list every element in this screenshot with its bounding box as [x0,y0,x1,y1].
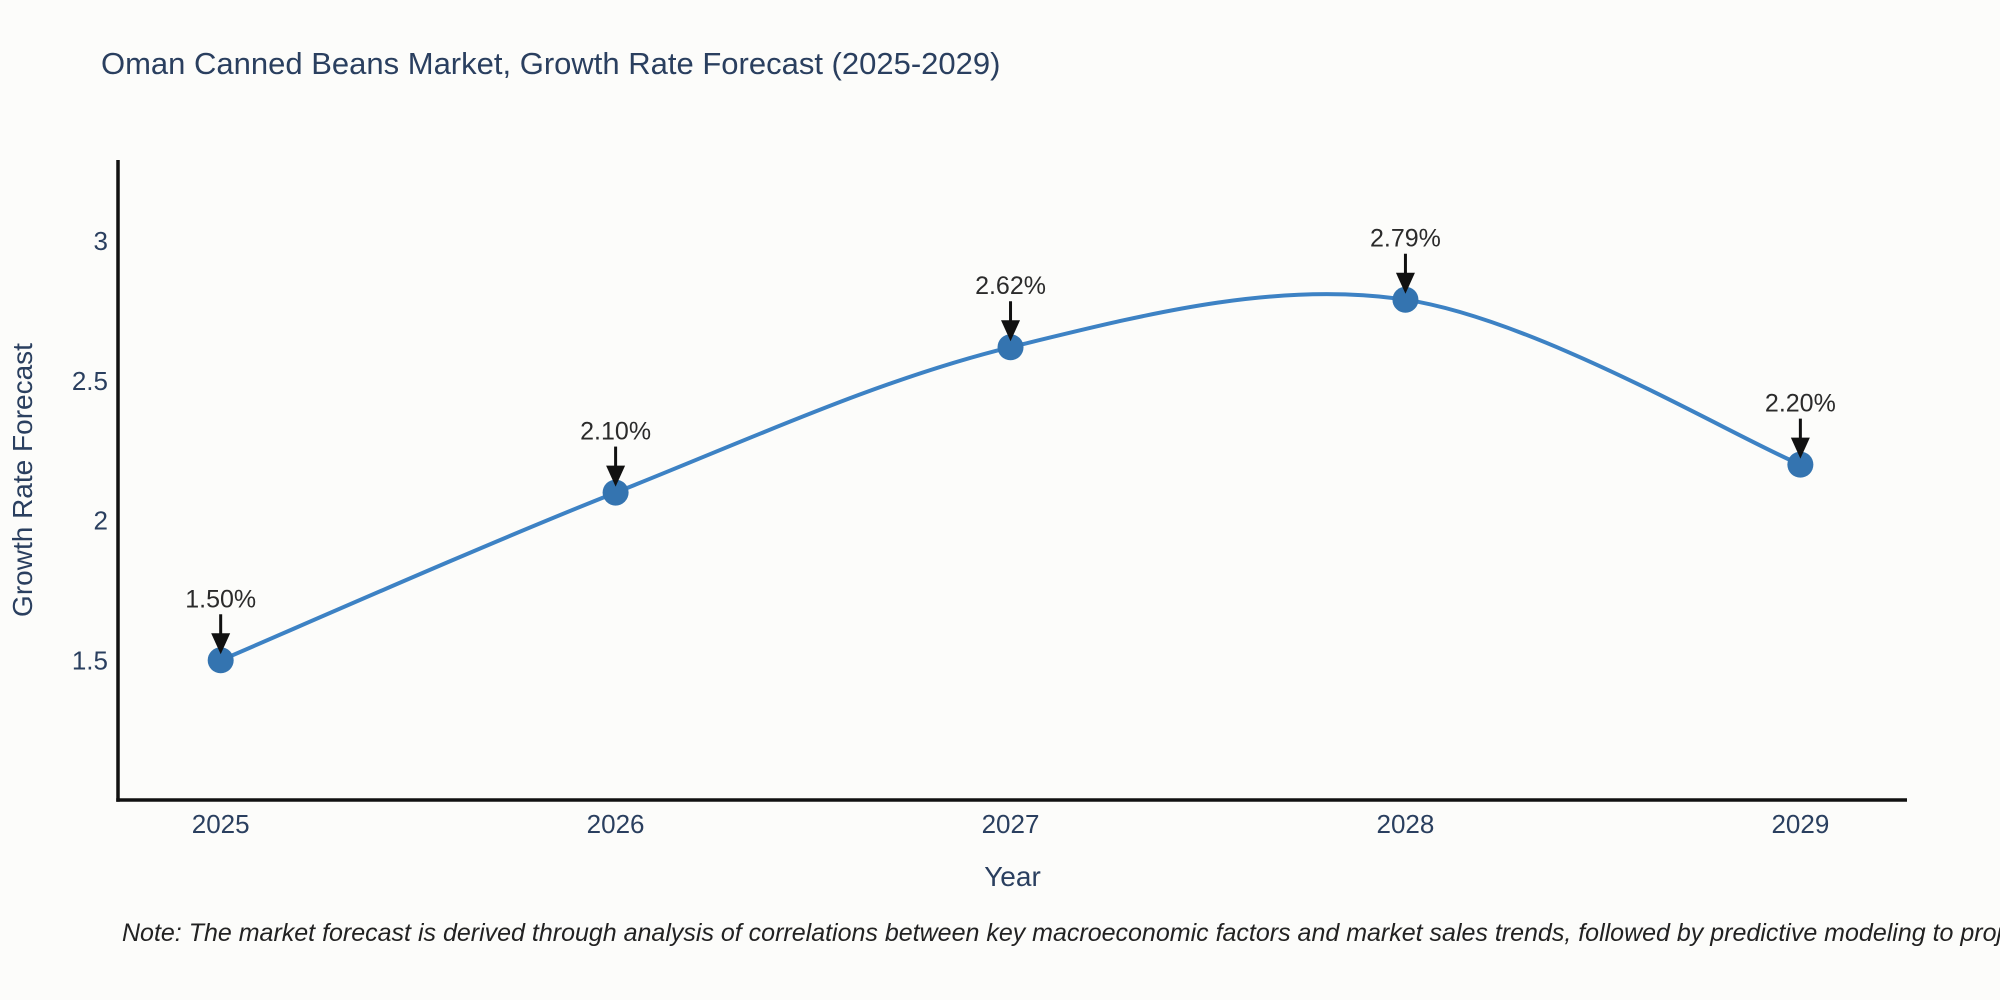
data-point-marker [207,647,234,674]
annotation-arrowhead-icon [1790,437,1810,459]
data-point-marker [1392,286,1419,313]
annotation-arrowhead-icon [606,465,626,487]
y-tick-label: 2.5 [72,366,108,396]
x-tick-label: 2025 [192,809,250,839]
data-point-marker [602,479,629,506]
x-tick-label: 2028 [1377,809,1435,839]
annotation-label: 2.20% [1765,390,1836,418]
x-tick-label: 2029 [1771,809,1829,839]
y-axis-title: Growth Rate Forecast [7,343,38,617]
y-tick-label: 2 [94,506,108,536]
footnote: Note: The market forecast is derived thr… [122,919,2000,947]
annotation-label: 2.62% [975,272,1046,300]
x-tick-label: 2027 [982,809,1040,839]
y-tick-label: 3 [94,226,108,256]
annotation-arrowhead-icon [1395,272,1415,294]
y-tick-label: 1.5 [72,645,108,675]
x-tick-label: 2026 [587,809,645,839]
annotation-label: 2.79% [1370,225,1441,253]
chart-title: Oman Canned Beans Market, Growth Rate Fo… [101,46,1001,81]
x-axis-title: Year [984,861,1041,892]
annotation-arrowhead-icon [1001,320,1021,342]
data-point-marker [1787,451,1814,478]
annotation-label: 2.10% [580,418,651,446]
data-point-marker [997,334,1024,361]
annotation-arrowhead-icon [211,633,231,655]
annotation-label: 1.50% [185,585,256,613]
